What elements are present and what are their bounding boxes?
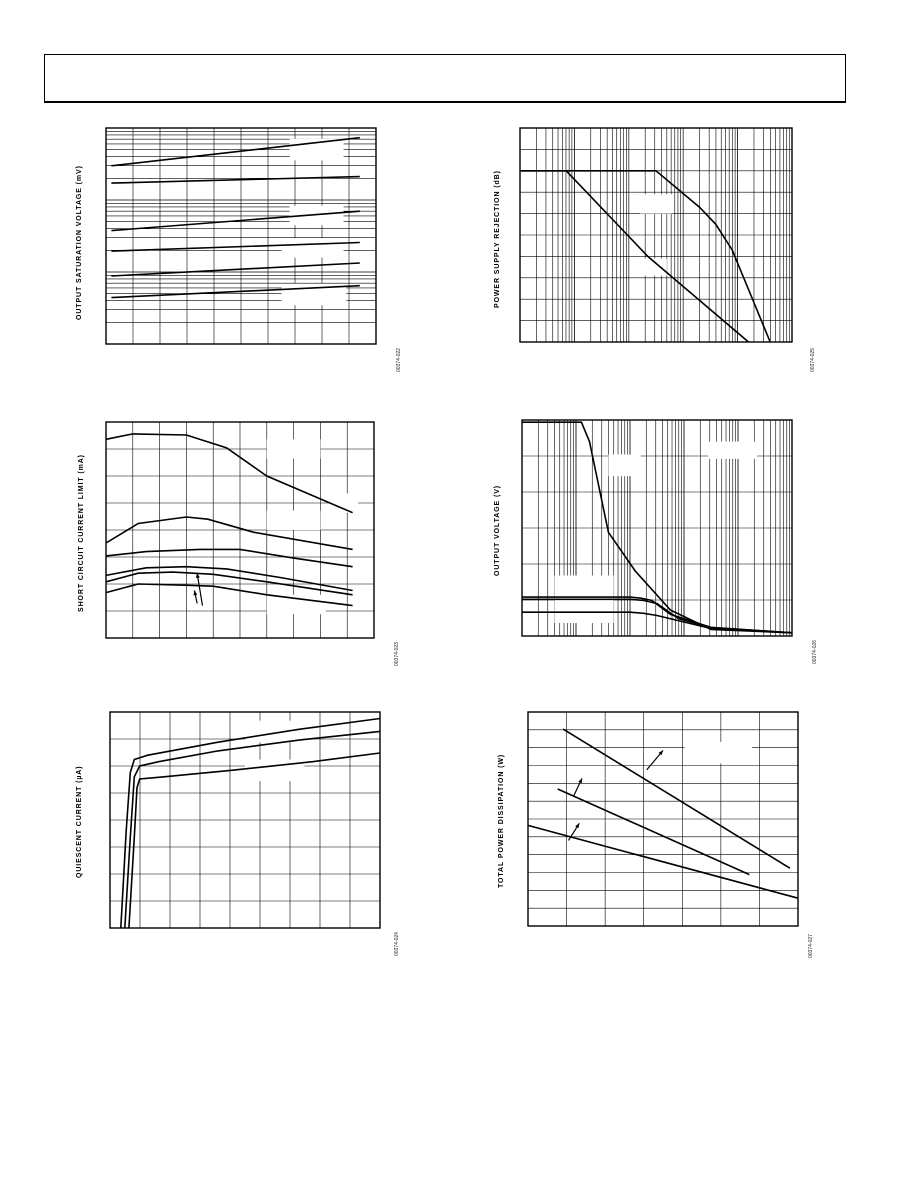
blank-label-area <box>245 720 305 743</box>
output-voltage-plot <box>521 419 793 637</box>
plot-frame <box>527 711 799 927</box>
blank-label-area <box>266 439 321 459</box>
series-line-2 <box>111 175 360 184</box>
short-circuit-current-limit-plot <box>105 421 375 639</box>
quiescent-current-plot <box>109 711 381 929</box>
series-line-4 <box>105 565 353 592</box>
blank-label-area <box>281 238 344 258</box>
total-power-dissipation-chart <box>527 711 799 927</box>
plot-frame <box>109 711 381 929</box>
plot-frame <box>105 421 375 639</box>
total-power-dissipation-plot <box>527 711 799 927</box>
blank-label-area <box>684 741 753 764</box>
plot-frame <box>105 127 377 345</box>
arrow-head <box>193 590 198 596</box>
short-circuit-current-limit-chart <box>105 421 375 639</box>
arrow-head <box>658 750 663 756</box>
total-power-dissipation-ylabel: TOTAL POWER DISSIPATION (W) <box>498 753 505 888</box>
output-voltage-chart <box>521 419 793 637</box>
figure-id-026: 00374-026 <box>812 640 818 664</box>
quiescent-current-chart <box>109 711 381 929</box>
plot-frame <box>521 419 793 637</box>
blank-label-area <box>639 194 673 214</box>
series-line-3 <box>111 210 360 232</box>
output-voltage-ylabel: OUTPUT VOLTAGE (V) <box>494 485 501 576</box>
series-line-5 <box>105 571 353 596</box>
series-line-1 <box>120 717 381 929</box>
series-line-2 <box>105 516 353 551</box>
series-line-2 <box>124 730 381 929</box>
quiescent-current-ylabel: QUIESCENT CURRENT (µA) <box>76 765 83 879</box>
blank-label-area <box>331 493 358 513</box>
series-line-6 <box>111 284 360 299</box>
blank-label-area <box>289 205 344 226</box>
series-line-1 <box>111 136 360 167</box>
series-line-1 <box>105 433 353 514</box>
figure-id-024: 00374-024 <box>394 932 400 956</box>
series-line-6 <box>105 583 353 607</box>
power-supply-rejection-plot <box>519 127 793 343</box>
series-line-3 <box>522 598 793 634</box>
output-saturation-voltage-chart <box>105 127 377 345</box>
blank-label-area <box>266 510 321 530</box>
figure-id-023: 00374-023 <box>394 642 400 666</box>
arrow-head <box>196 573 200 579</box>
arrow-head <box>575 823 580 829</box>
series-line-5 <box>111 262 360 277</box>
series-line-4 <box>111 241 360 252</box>
blank-label-area <box>634 258 667 276</box>
blank-label-area <box>708 441 757 459</box>
arrow-head <box>578 778 582 784</box>
series-line-1 <box>562 728 791 869</box>
series-line-2 <box>520 169 771 343</box>
series-line-4 <box>522 611 793 634</box>
series-line-2 <box>557 788 750 876</box>
series-line-3 <box>105 548 353 568</box>
series-line-3 <box>128 752 381 929</box>
power-supply-rejection-ylabel: POWER SUPPLY REJECTION (dB) <box>494 170 501 308</box>
arrow-shaft <box>196 573 204 606</box>
blank-label-area <box>608 454 641 477</box>
page-header-box <box>44 54 846 103</box>
plot-frame <box>519 127 793 343</box>
figure-id-025: 00374-025 <box>810 348 816 372</box>
output-saturation-voltage-plot <box>105 127 377 345</box>
output-saturation-voltage-ylabel: OUTPUT SATURATION VOLTAGE (mV) <box>76 165 83 320</box>
short-circuit-current-limit-ylabel: SHORT CIRCUIT CURRENT LIMIT (mA) <box>78 454 85 612</box>
series-line-3 <box>527 824 799 899</box>
figure-id-022: 00374-022 <box>396 348 402 372</box>
power-supply-rejection-chart <box>519 127 793 343</box>
figure-id-027: 00374-027 <box>808 934 814 958</box>
